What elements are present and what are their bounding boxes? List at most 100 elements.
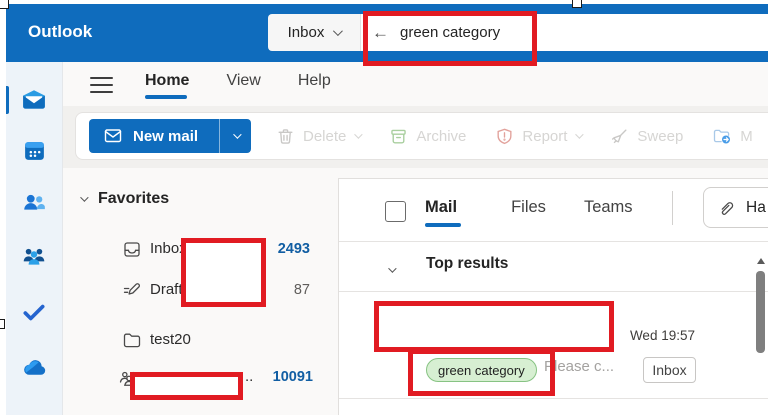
redaction-box-group-name xyxy=(130,372,243,400)
redaction-box-favorites xyxy=(181,238,266,307)
scrollbar-thumb[interactable] xyxy=(756,271,765,353)
chevron-down-icon xyxy=(333,26,344,37)
todo-check-icon xyxy=(21,299,47,325)
rail-item-people[interactable] xyxy=(6,188,62,216)
truncation-dots: .. xyxy=(245,368,254,385)
unread-count: 10091 xyxy=(272,369,313,385)
toolbar-actions: Delete Archive xyxy=(276,126,753,146)
new-mail-dropdown[interactable] xyxy=(219,119,251,153)
filter-chip-label: Ha xyxy=(746,198,766,216)
folder-item-drafts[interactable]: Drafts 87 xyxy=(63,275,338,305)
back-arrow-icon[interactable]: ← xyxy=(372,22,389,42)
folder-item-inbox[interactable]: Inbox 2493 xyxy=(63,234,338,264)
tab-help[interactable]: Help xyxy=(297,72,331,89)
annotation-handle[interactable] xyxy=(0,319,5,329)
move-to-label: M xyxy=(740,127,753,145)
paperclip-icon xyxy=(717,198,736,217)
folder-label: Drafts xyxy=(150,281,191,298)
sweep-button[interactable]: Sweep xyxy=(610,127,683,146)
redaction-box-email-subject xyxy=(374,301,614,352)
divider xyxy=(339,241,768,242)
drafts-pencil-icon xyxy=(122,280,142,300)
rail-item-groups[interactable] xyxy=(6,242,62,270)
rail-item-onedrive[interactable] xyxy=(6,354,62,382)
email-timestamp: Wed 19:57 xyxy=(629,328,695,343)
inbox-icon xyxy=(122,239,142,259)
tab-mail[interactable]: Mail xyxy=(425,198,462,227)
calendar-icon xyxy=(22,138,47,163)
rail-item-calendar[interactable] xyxy=(6,136,62,164)
tab-teams[interactable]: Teams xyxy=(583,198,633,216)
annotation-handle[interactable] xyxy=(0,0,9,9)
outlook-mail-icon xyxy=(21,87,47,113)
new-mail-main[interactable]: New mail xyxy=(89,119,219,153)
email-folder-badge: Inbox xyxy=(643,357,696,383)
annotation-box-category xyxy=(408,349,555,396)
annotation-handle[interactable] xyxy=(572,0,582,8)
item-count: 87 xyxy=(293,282,310,298)
chevron-down-icon[interactable] xyxy=(388,260,397,278)
app-nav-rail xyxy=(6,62,63,415)
divider xyxy=(339,291,768,292)
folder-icon xyxy=(122,330,142,350)
select-all-checkbox[interactable] xyxy=(385,201,406,222)
envelope-icon xyxy=(103,126,123,146)
toolbar: New mail Delete xyxy=(75,112,768,160)
active-rail-indicator xyxy=(6,86,9,114)
top-results-label: Top results xyxy=(426,255,509,272)
unread-count: 2493 xyxy=(277,241,310,257)
hamburger-menu-icon[interactable] xyxy=(90,77,113,98)
folder-label: test20 xyxy=(150,331,191,348)
search-query-text: green category xyxy=(400,24,501,41)
report-shield-icon xyxy=(495,127,514,146)
groups-icon xyxy=(21,243,47,269)
new-mail-label: New mail xyxy=(133,127,199,145)
archive-button[interactable]: Archive xyxy=(389,127,466,146)
chevron-down-icon xyxy=(575,130,585,139)
email-result-row[interactable]: Wed 19:57 green category Please c... Inb… xyxy=(339,291,768,398)
tab-home[interactable]: Home xyxy=(145,72,189,99)
trash-icon xyxy=(276,127,295,146)
delete-label: Delete xyxy=(303,127,347,145)
email-preview: Please c... xyxy=(544,358,615,375)
rail-item-mail[interactable] xyxy=(6,86,62,114)
tab-view[interactable]: View xyxy=(226,72,261,89)
app-title: Outlook xyxy=(28,22,93,41)
results-scrollbar[interactable] xyxy=(755,249,767,415)
search-scope-dropdown[interactable]: Inbox xyxy=(268,14,361,51)
folder-item-test20[interactable]: test20 xyxy=(63,325,338,355)
ribbon: Home View Help xyxy=(63,62,768,106)
divider xyxy=(339,398,768,399)
annotation-box-search xyxy=(363,11,537,66)
chevron-down-icon xyxy=(232,130,242,139)
report-label: Report xyxy=(522,127,568,145)
favorites-header[interactable]: Favorites xyxy=(80,190,169,208)
move-to-folder-icon xyxy=(712,126,732,146)
tab-divider xyxy=(672,191,673,225)
search-scope-label: Inbox xyxy=(287,24,325,41)
category-tag[interactable]: green category xyxy=(426,358,537,382)
onedrive-icon xyxy=(21,355,48,382)
result-type-tabs: Mail Files Teams xyxy=(425,198,633,227)
sweep-broom-icon xyxy=(610,127,629,146)
people-icon xyxy=(21,189,47,215)
ribbon-tabs: Home View Help xyxy=(145,72,368,99)
move-to-button[interactable]: M xyxy=(712,126,753,146)
report-button[interactable]: Report xyxy=(495,127,585,146)
archive-label: Archive xyxy=(416,127,467,145)
search-bar: Inbox ← green category xyxy=(268,14,768,51)
archive-icon xyxy=(389,127,408,146)
tab-files[interactable]: Files xyxy=(511,198,546,216)
toolbar-strip: New mail Delete xyxy=(63,106,768,168)
search-input[interactable]: ← green category xyxy=(361,14,768,51)
chevron-down-icon xyxy=(80,193,89,202)
folder-label: Inbox xyxy=(150,240,187,257)
scroll-up-arrow-icon[interactable] xyxy=(757,258,765,264)
delete-button[interactable]: Delete xyxy=(276,127,364,146)
sweep-label: Sweep xyxy=(637,127,684,145)
rail-item-todo[interactable] xyxy=(6,298,62,326)
new-mail-button[interactable]: New mail xyxy=(89,119,251,153)
chevron-down-icon xyxy=(354,130,364,139)
has-attachments-filter-chip[interactable]: Ha xyxy=(703,187,768,228)
